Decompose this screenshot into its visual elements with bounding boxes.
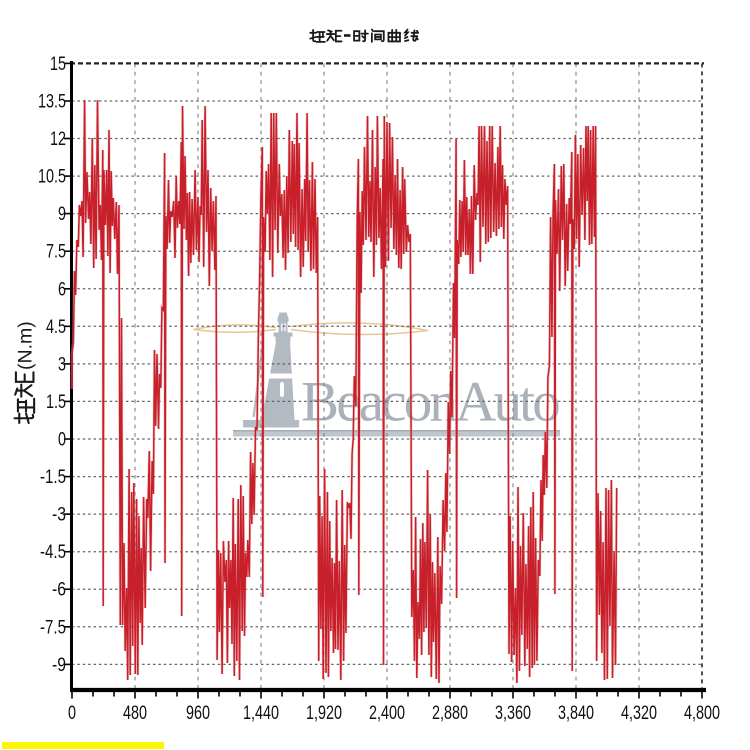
svg-text:3,840: 3,840	[558, 702, 594, 724]
svg-text:4,800: 4,800	[684, 702, 720, 724]
svg-text:0: 0	[58, 429, 66, 451]
svg-text:-3: -3	[52, 504, 66, 526]
svg-text:6: 6	[58, 278, 66, 300]
svg-text:1,440: 1,440	[243, 702, 279, 724]
svg-text:-9: -9	[52, 654, 66, 676]
svg-text:-1.5: -1.5	[40, 466, 66, 488]
svg-text:1.5: 1.5	[46, 391, 66, 413]
svg-text:2,880: 2,880	[432, 702, 468, 724]
svg-text:960: 960	[186, 702, 210, 724]
svg-text:2,400: 2,400	[369, 702, 405, 724]
svg-text:13.5: 13.5	[38, 91, 66, 113]
svg-text:-4.5: -4.5	[40, 541, 66, 563]
svg-text:3,360: 3,360	[495, 702, 531, 724]
svg-text:3: 3	[58, 353, 66, 375]
svg-text:7.5: 7.5	[46, 241, 66, 263]
svg-text:1,920: 1,920	[306, 702, 342, 724]
svg-text:-7.5: -7.5	[40, 616, 66, 638]
svg-text:0: 0	[68, 702, 76, 724]
svg-text:4.5: 4.5	[46, 316, 66, 338]
svg-text:9: 9	[58, 203, 66, 225]
svg-text:-6: -6	[52, 579, 66, 601]
svg-text:480: 480	[123, 702, 147, 724]
svg-text:(N.m): (N.m)	[15, 321, 37, 370]
svg-text:4,320: 4,320	[621, 702, 657, 724]
svg-text:10.5: 10.5	[38, 166, 66, 188]
svg-text:BeaconAuto: BeaconAuto	[301, 371, 559, 434]
svg-text:15: 15	[50, 53, 66, 75]
svg-text:12: 12	[50, 128, 66, 150]
